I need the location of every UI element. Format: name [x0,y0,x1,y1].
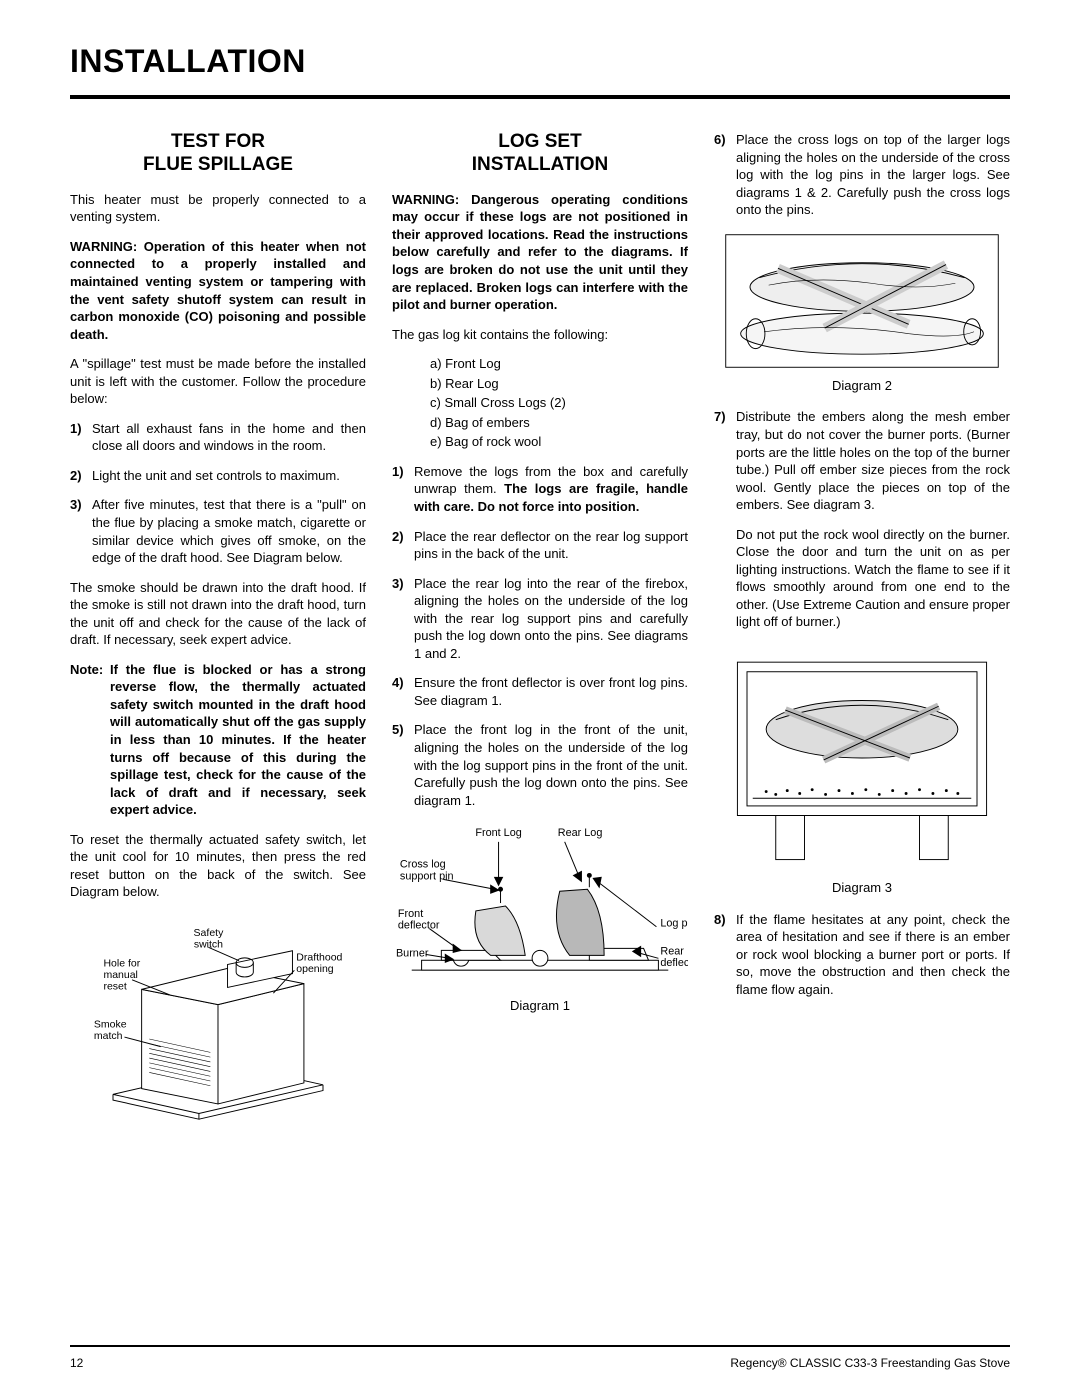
note-label: Note: [70,661,110,819]
svg-text:Drafthoodopening: Drafthoodopening [296,952,342,975]
col1-steps: 1)Start all exhaust fans in the home and… [70,420,366,567]
diagram-1: Front Log Rear Log Cross logsupport pin … [392,821,688,991]
col2-step-4: Ensure the front deflector is over front… [414,674,688,709]
page-title: INSTALLATION [70,40,1010,83]
col1-note: Note: If the flue is blocked or has a st… [70,661,366,819]
footer: 12 Regency® CLASSIC C33-3 Freestanding G… [70,1355,1010,1371]
col1-smoke: The smoke should be drawn into the draft… [70,579,366,649]
content-columns: TEST FOR FLUE SPILLAGE This heater must … [70,131,1010,1129]
col2-step-2: Place the rear deflector on the rear log… [414,528,688,563]
col2-step-1: Remove the logs from the box and careful… [414,463,688,516]
col1-reset: To reset the thermally actuated safety s… [70,831,366,901]
svg-text:Smokematch: Smokematch [94,1018,127,1041]
kit-c: c) Small Cross Logs (2) [430,394,688,412]
diagram-1-caption: Diagram 1 [392,997,688,1015]
page-number: 12 [70,1355,83,1371]
svg-text:Burner: Burner [396,948,429,960]
col1-heading: TEST FOR FLUE SPILLAGE [70,131,366,177]
col2-warning: WARNING: Dangerous operating conditions … [392,191,688,314]
svg-text:Hole formanualreset: Hole formanualreset [103,957,140,992]
diagram-3-caption: Diagram 3 [714,879,1010,897]
svg-text:Rear Log: Rear Log [558,827,603,839]
col1-step-2: Light the unit and set controls to maxim… [92,467,366,485]
col2-kit-intro: The gas log kit contains the following: [392,326,688,344]
kit-d: d) Bag of embers [430,414,688,432]
col1-intro: This heater must be properly connected t… [70,191,366,226]
kit-b: b) Rear Log [430,375,688,393]
col3-step7: 7) Distribute the embers along the mesh … [714,408,1010,631]
kit-e: e) Bag of rock wool [430,433,688,451]
column-3: 6)Place the cross logs on top of the lar… [714,131,1010,1129]
diagram-3 [714,643,1010,873]
col1-spillage: A "spillage" test must be made before th… [70,355,366,408]
svg-text:Log pin: Log pin [660,918,688,930]
svg-text:Front Log: Front Log [475,827,521,839]
col2-step-5: Place the front log in the front of the … [414,721,688,809]
svg-text:Reardeflector: Reardeflector [660,946,688,970]
divider [70,95,1010,99]
col2-step-3: Place the rear log into the rear of the … [414,575,688,663]
footer-divider [70,1345,1010,1347]
note-text: If the flue is blocked or has a strong r… [110,661,366,819]
col3-step8: 8)If the flame hesitates at any point, c… [714,911,1010,999]
diagram-2 [714,231,1010,371]
step6-text: Place the cross logs on top of the large… [736,131,1010,219]
col1-step-3: After five minutes, test that there is a… [92,496,366,566]
col1-warning: WARNING: Operation of this heater when n… [70,238,366,343]
step8-text: If the flame hesitates at any point, che… [736,911,1010,999]
step7a: Distribute the embers along the mesh emb… [736,408,1010,513]
heater-diagram: Safetyswitch Hole formanualreset Draftho… [70,913,366,1123]
diagram-2-caption: Diagram 2 [714,377,1010,395]
svg-text:Cross logsupport pin: Cross logsupport pin [400,859,454,883]
product-name: Regency® CLASSIC C33-3 Freestanding Gas … [730,1355,1010,1371]
column-1: TEST FOR FLUE SPILLAGE This heater must … [70,131,366,1129]
col2-steps: 1)Remove the logs from the box and caref… [392,463,688,809]
step7b: Do not put the rock wool directly on the… [736,526,1010,631]
col2-kit-list: a) Front Log b) Rear Log c) Small Cross … [392,355,688,451]
svg-text:Frontdeflector: Frontdeflector [398,908,440,932]
col3-step6: 6)Place the cross logs on top of the lar… [714,131,1010,219]
column-2: LOG SET INSTALLATION WARNING: Dangerous … [392,131,688,1129]
col2-heading: LOG SET INSTALLATION [392,131,688,177]
kit-a: a) Front Log [430,355,688,373]
svg-text:Safetyswitch: Safetyswitch [194,927,225,950]
col1-step-1: Start all exhaust fans in the home and t… [92,420,366,455]
